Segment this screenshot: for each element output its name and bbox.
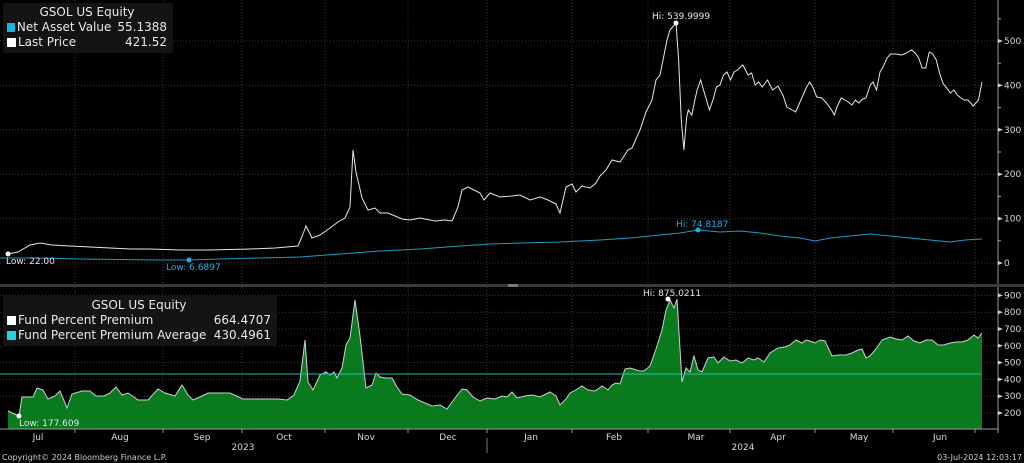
legend-value: 55.1388: [117, 20, 167, 34]
average-swatch-icon: [7, 331, 16, 340]
premium-low-label: Low: 177.609: [19, 419, 80, 429]
svg-text:May: May: [850, 433, 869, 443]
svg-text:700: 700: [1004, 325, 1021, 335]
svg-text:Sep: Sep: [194, 433, 211, 443]
premium-area: [8, 299, 982, 429]
bottom-legend: GSOL US Equity Fund Percent Premium 664.…: [3, 296, 277, 346]
svg-text:500: 500: [1004, 359, 1021, 369]
svg-text:400: 400: [1004, 81, 1021, 91]
svg-text:200: 200: [1004, 170, 1021, 180]
price-hi-label: Hi: 539.9999: [652, 12, 710, 22]
legend-label: Fund Percent Premium Average: [18, 328, 207, 342]
legend-item-last-price[interactable]: Last Price 421.52: [7, 35, 167, 50]
svg-text:200: 200: [1004, 409, 1021, 419]
premium-hi-label: Hi: 875.0211: [643, 289, 701, 299]
legend-label: Fund Percent Premium: [18, 313, 154, 327]
svg-text:Jul: Jul: [32, 433, 44, 443]
svg-text:Oct: Oct: [276, 433, 292, 443]
svg-text:Apr: Apr: [770, 433, 786, 443]
price-low-marker: [5, 251, 11, 257]
premium-low-marker: [16, 413, 22, 419]
premium-line: [7, 298, 983, 417]
svg-text:100: 100: [1004, 215, 1021, 225]
bottom-y-ticks: 900 800 700 600 500 400 300 200: [998, 291, 1021, 419]
legend-item-nav[interactable]: Net Asset Value 55.1388: [7, 20, 167, 35]
x-ticks: Jul Aug Sep Oct Nov Dec Jan Feb Mar Apr May Jun 2023…: [32, 429, 976, 453]
bottom-legend-title: GSOL US Equity: [91, 298, 187, 312]
panel-resize-handle[interactable]: [508, 284, 518, 287]
legend-item-premium-average[interactable]: Fund Percent Premium Average 430.4961: [7, 328, 271, 343]
svg-text:2024: 2024: [732, 443, 755, 453]
timestamp-text: 03-Jul-2024 12:03:17: [937, 453, 1022, 462]
nav-hi-marker: [695, 227, 701, 233]
svg-text:600: 600: [1004, 342, 1021, 352]
legend-label: Net Asset Value: [16, 20, 112, 34]
top-y-ticks: 500 400 300 200 100 0: [998, 18, 1021, 269]
svg-text:2023: 2023: [232, 443, 255, 453]
svg-text:Mar: Mar: [688, 433, 705, 443]
svg-text:500: 500: [1004, 37, 1021, 47]
legend-label: Last Price: [18, 35, 77, 49]
legend-value: 421.52: [125, 35, 167, 49]
legend-value: 430.4961: [213, 328, 271, 342]
svg-text:400: 400: [1004, 375, 1021, 385]
svg-text:900: 900: [1004, 291, 1021, 301]
svg-text:Dec: Dec: [439, 433, 456, 443]
nav-hi-label: Hi: 74.8187: [676, 220, 728, 230]
price-low-label: Low: 22.00: [6, 257, 55, 267]
legend-item-premium[interactable]: Fund Percent Premium 664.4707: [7, 313, 271, 328]
svg-text:300: 300: [1004, 392, 1021, 402]
price-hi-marker: [673, 20, 679, 26]
nav-low-label: Low: 6.6897: [166, 263, 221, 273]
svg-text:Jun: Jun: [932, 433, 947, 443]
premium-swatch-icon: [7, 316, 16, 325]
nav-line: [0, 229, 983, 261]
nav-low-marker: [186, 257, 192, 263]
legend-value: 664.4707: [213, 313, 271, 327]
svg-text:0: 0: [1004, 259, 1010, 269]
svg-text:Feb: Feb: [606, 433, 622, 443]
svg-text:Jan: Jan: [523, 433, 538, 443]
svg-text:300: 300: [1004, 126, 1021, 136]
nav-swatch-icon: [7, 23, 15, 32]
top-legend: GSOL US Equity Net Asset Value 55.1388 L…: [3, 3, 173, 53]
svg-text:Nov: Nov: [357, 433, 375, 443]
svg-text:Aug: Aug: [111, 433, 129, 443]
price-line: [7, 21, 983, 255]
svg-text:800: 800: [1004, 308, 1021, 318]
top-legend-title: GSOL US Equity: [39, 5, 135, 19]
premium-hi-marker: [665, 296, 671, 302]
copyright-text: Copyright© 2024 Bloomberg Finance L.P.: [2, 453, 167, 462]
price-swatch-icon: [7, 38, 16, 47]
